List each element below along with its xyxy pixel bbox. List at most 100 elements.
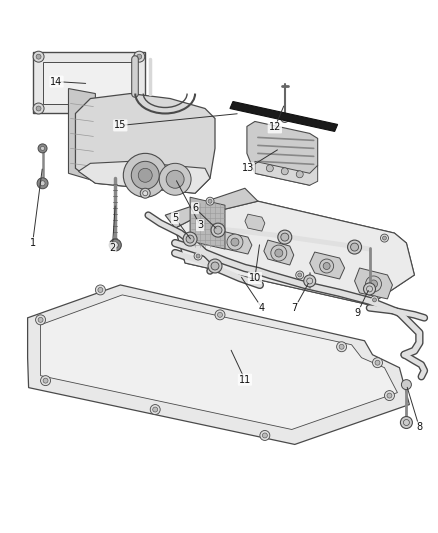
Circle shape — [211, 223, 225, 237]
Text: 14: 14 — [50, 77, 63, 86]
Circle shape — [37, 178, 48, 189]
Circle shape — [385, 391, 395, 401]
Circle shape — [401, 379, 411, 390]
Polygon shape — [175, 201, 414, 305]
Text: 10: 10 — [249, 273, 261, 283]
Circle shape — [36, 54, 41, 59]
Circle shape — [304, 275, 316, 287]
Circle shape — [370, 280, 378, 288]
Circle shape — [36, 106, 41, 111]
Circle shape — [372, 358, 382, 368]
Text: 12: 12 — [268, 123, 281, 132]
Circle shape — [260, 431, 270, 440]
Polygon shape — [32, 52, 145, 114]
Circle shape — [183, 232, 197, 246]
Circle shape — [320, 259, 334, 273]
Circle shape — [98, 287, 103, 293]
Polygon shape — [218, 231, 252, 254]
Circle shape — [33, 51, 44, 62]
Circle shape — [131, 161, 159, 189]
Circle shape — [307, 278, 313, 284]
Polygon shape — [68, 88, 95, 181]
Polygon shape — [255, 161, 318, 185]
Circle shape — [214, 226, 222, 234]
Circle shape — [350, 243, 359, 251]
Circle shape — [124, 154, 167, 197]
Circle shape — [33, 103, 44, 114]
Circle shape — [215, 310, 225, 320]
Circle shape — [140, 188, 150, 198]
Circle shape — [112, 242, 118, 248]
Text: 5: 5 — [172, 213, 178, 223]
Circle shape — [281, 233, 289, 241]
Circle shape — [186, 235, 194, 243]
Circle shape — [137, 106, 142, 111]
Polygon shape — [190, 197, 225, 249]
Circle shape — [35, 315, 46, 325]
Circle shape — [150, 405, 160, 415]
Circle shape — [231, 238, 239, 246]
Circle shape — [134, 103, 145, 114]
Polygon shape — [41, 295, 397, 430]
Circle shape — [137, 54, 142, 59]
Polygon shape — [28, 285, 410, 445]
Circle shape — [194, 252, 202, 260]
Circle shape — [323, 263, 330, 270]
Circle shape — [275, 249, 283, 257]
Circle shape — [134, 51, 145, 62]
Circle shape — [38, 144, 47, 153]
Circle shape — [271, 245, 287, 261]
Text: 7: 7 — [292, 303, 298, 313]
Circle shape — [38, 317, 43, 322]
Circle shape — [143, 191, 148, 196]
Polygon shape — [264, 240, 294, 265]
Circle shape — [381, 234, 389, 242]
Text: 15: 15 — [114, 120, 127, 131]
Circle shape — [281, 115, 289, 123]
Circle shape — [196, 254, 200, 258]
Circle shape — [138, 168, 152, 182]
Circle shape — [208, 199, 212, 203]
Circle shape — [41, 147, 45, 150]
Circle shape — [364, 283, 375, 295]
Circle shape — [372, 298, 377, 302]
Circle shape — [95, 285, 106, 295]
Text: 2: 2 — [109, 243, 116, 253]
Polygon shape — [355, 268, 392, 299]
Circle shape — [278, 230, 292, 244]
Circle shape — [387, 393, 392, 398]
Text: 3: 3 — [197, 220, 203, 230]
Circle shape — [41, 376, 50, 385]
Polygon shape — [75, 94, 215, 193]
Polygon shape — [78, 161, 210, 193]
Polygon shape — [165, 188, 258, 228]
Circle shape — [266, 165, 273, 172]
Polygon shape — [42, 62, 135, 103]
Circle shape — [298, 273, 302, 277]
Text: 13: 13 — [242, 163, 254, 173]
Circle shape — [262, 433, 267, 438]
Circle shape — [40, 181, 45, 186]
Circle shape — [337, 342, 346, 352]
Text: 9: 9 — [354, 308, 360, 318]
Circle shape — [166, 171, 184, 188]
Circle shape — [403, 419, 410, 425]
Polygon shape — [245, 214, 265, 231]
Circle shape — [367, 286, 372, 292]
Circle shape — [43, 378, 48, 383]
Circle shape — [375, 360, 380, 365]
Circle shape — [281, 168, 288, 175]
Circle shape — [382, 236, 386, 240]
Circle shape — [159, 163, 191, 195]
Polygon shape — [310, 252, 345, 279]
Text: 6: 6 — [192, 203, 198, 213]
Circle shape — [227, 234, 243, 250]
Circle shape — [296, 171, 303, 178]
Circle shape — [110, 239, 121, 251]
Circle shape — [348, 240, 361, 254]
Circle shape — [366, 276, 381, 292]
Circle shape — [339, 344, 344, 349]
Circle shape — [218, 312, 223, 317]
Polygon shape — [230, 101, 338, 132]
Text: 4: 4 — [259, 303, 265, 313]
